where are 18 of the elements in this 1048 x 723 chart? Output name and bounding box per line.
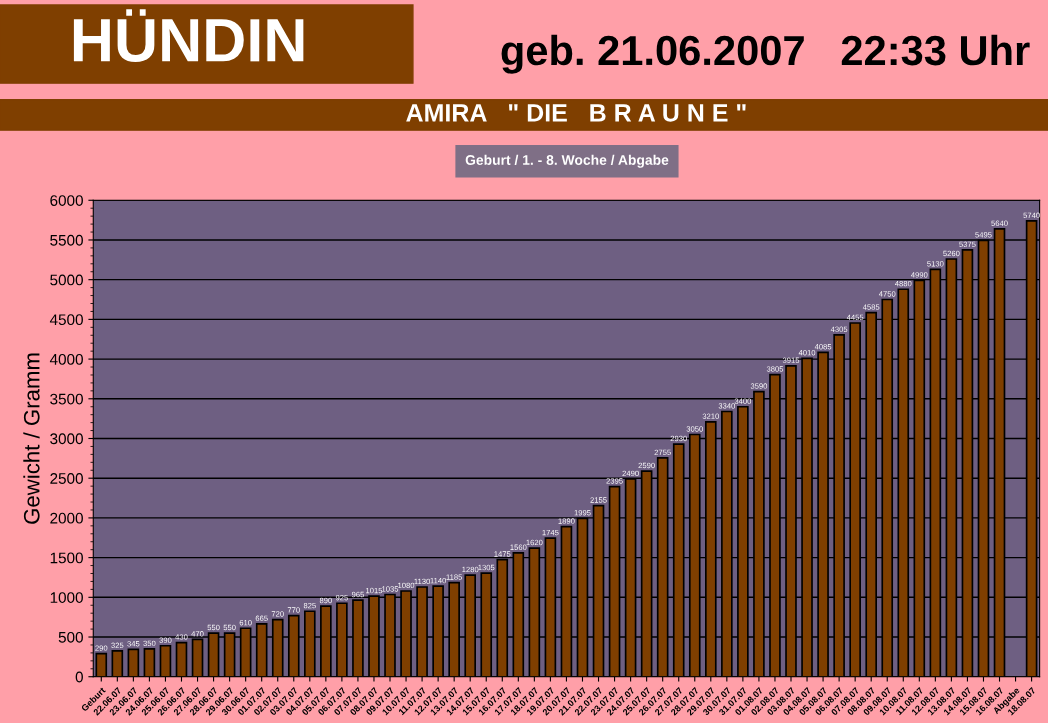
y-tick-label: 1000 bbox=[50, 592, 83, 603]
y-tick-label: 0 bbox=[75, 671, 83, 683]
y-tick-label: 3500 bbox=[50, 393, 83, 405]
y-axis-title: Gewicht / Gramm bbox=[23, 353, 40, 524]
text: Geburt / 1. - 8. Woche / Abgabe bbox=[465, 154, 669, 168]
y-tick-label: 500 bbox=[58, 631, 83, 643]
chart-title: HÜNDIN bbox=[73, 9, 304, 62]
y-tick-label: 5000 bbox=[50, 274, 83, 286]
y-tick-label: 5500 bbox=[50, 234, 83, 246]
y-tick-label: 3000 bbox=[50, 433, 83, 445]
y-tick-label: 4000 bbox=[49, 353, 83, 365]
y-tick-label: 6000 bbox=[50, 195, 83, 206]
y-tick-label: 2000 bbox=[50, 512, 83, 524]
y-tick-label: 2500 bbox=[50, 473, 83, 484]
y-tick-label: 4500 bbox=[49, 314, 83, 326]
chart-subtitle: geb. 21.06.2007 22:33 Uhr bbox=[501, 34, 1030, 74]
y-tick-label: 1500 bbox=[50, 552, 83, 564]
text: AMIRA " DIE B R A U N E " bbox=[406, 104, 746, 122]
